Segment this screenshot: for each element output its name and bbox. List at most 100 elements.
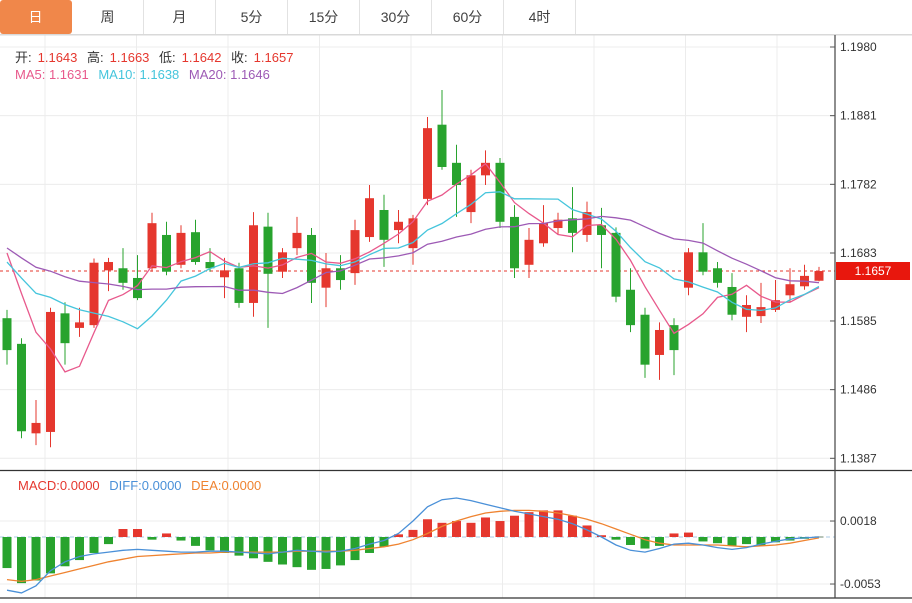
macd-bar[interactable] (611, 537, 621, 540)
macd-bar[interactable] (727, 537, 737, 546)
candle-up[interactable] (75, 322, 84, 328)
macd-bar[interactable] (46, 537, 55, 574)
macd-bar[interactable] (756, 537, 766, 546)
macd-bar[interactable] (162, 533, 171, 537)
macd-bar[interactable] (597, 535, 606, 537)
macd-bar[interactable] (292, 537, 302, 568)
macd-bar[interactable] (684, 532, 693, 537)
candle-up[interactable] (423, 128, 432, 199)
candle-up[interactable] (31, 422, 41, 434)
tab-day[interactable]: 日 (0, 0, 72, 34)
candle-down[interactable] (336, 268, 345, 281)
candle-up[interactable] (365, 198, 374, 238)
candle-down[interactable] (626, 289, 635, 326)
macd-bar[interactable] (481, 517, 490, 537)
candle-up[interactable] (408, 218, 418, 249)
candle-up[interactable] (89, 262, 99, 326)
candle-up[interactable] (350, 230, 360, 274)
candle-down[interactable] (162, 234, 171, 272)
macd-bar[interactable] (713, 537, 722, 544)
macd-bar[interactable] (147, 537, 157, 540)
candle-up[interactable] (756, 307, 766, 317)
macd-bar[interactable] (524, 512, 534, 537)
macd-bar[interactable] (321, 537, 331, 569)
macd-bar[interactable] (60, 537, 70, 567)
macd-bar[interactable] (640, 537, 650, 549)
candle-up[interactable] (785, 284, 795, 296)
macd-bar[interactable] (75, 537, 84, 561)
candle-up[interactable] (684, 252, 693, 288)
macd-bar[interactable] (205, 537, 215, 551)
candle-down[interactable] (191, 232, 200, 263)
tab-60min[interactable]: 60分 (432, 0, 504, 34)
macd-bar[interactable] (568, 515, 577, 537)
macd-bar[interactable] (365, 537, 374, 553)
candle-up[interactable] (582, 212, 592, 235)
candle-down[interactable] (234, 268, 244, 303)
tab-week[interactable]: 周 (72, 0, 144, 34)
candle-up[interactable] (655, 329, 664, 355)
macd-bar[interactable] (452, 521, 461, 537)
candle-down[interactable] (379, 209, 389, 240)
candle-up[interactable] (292, 232, 302, 249)
candle-down[interactable] (17, 343, 26, 432)
macd-bar[interactable] (263, 537, 273, 562)
candle-down[interactable] (597, 225, 606, 235)
candle-down[interactable] (133, 277, 142, 299)
candle-down[interactable] (205, 262, 215, 269)
macd-bar[interactable] (510, 515, 519, 537)
macd-bar[interactable] (133, 529, 142, 537)
macd-bar[interactable] (582, 525, 592, 537)
candle-up[interactable] (176, 232, 186, 265)
macd-bar[interactable] (495, 521, 505, 537)
macd-bar[interactable] (31, 537, 41, 581)
candle-down[interactable] (263, 226, 273, 274)
candle-down[interactable] (437, 124, 447, 167)
macd-bar[interactable] (742, 537, 751, 545)
macd-bar[interactable] (408, 529, 418, 537)
macd-bar[interactable] (307, 537, 316, 570)
tab-month[interactable]: 月 (144, 0, 216, 34)
candle-up[interactable] (466, 175, 476, 213)
candle-down[interactable] (568, 218, 577, 233)
candle-up[interactable] (46, 311, 55, 432)
macd-bar[interactable] (626, 537, 635, 545)
macd-bar[interactable] (437, 522, 447, 537)
candle-down[interactable] (510, 216, 519, 269)
candle-down[interactable] (713, 268, 722, 283)
candle-up[interactable] (394, 221, 403, 231)
macd-bar[interactable] (2, 537, 12, 569)
candle-down[interactable] (307, 234, 316, 283)
macd-bar[interactable] (423, 519, 432, 537)
macd-bar[interactable] (466, 522, 476, 537)
macd-bar[interactable] (655, 537, 664, 546)
macd-bar[interactable] (104, 537, 113, 545)
candle-up[interactable] (321, 268, 331, 288)
candle-up[interactable] (539, 223, 548, 244)
macd-bar[interactable] (394, 534, 403, 537)
macd-bar[interactable] (176, 537, 186, 541)
macd-bar[interactable] (118, 529, 128, 537)
macd-bar[interactable] (539, 510, 548, 537)
candle-up[interactable] (481, 162, 490, 176)
macd-bar[interactable] (698, 537, 708, 542)
macd-bar[interactable] (669, 533, 679, 537)
tab-15min[interactable]: 15分 (288, 0, 360, 34)
candle-down[interactable] (669, 325, 679, 351)
candle-up[interactable] (742, 305, 751, 317)
candle-down[interactable] (60, 313, 70, 344)
tab-5min[interactable]: 5分 (216, 0, 288, 34)
macd-bar[interactable] (191, 537, 200, 546)
candle-up[interactable] (553, 219, 563, 229)
candle-up[interactable] (771, 300, 780, 310)
candle-up[interactable] (278, 252, 287, 272)
macd-bar[interactable] (234, 537, 244, 556)
candle-down[interactable] (452, 162, 461, 186)
candle-down[interactable] (640, 314, 650, 365)
candle-up[interactable] (147, 223, 157, 269)
macd-bar[interactable] (249, 537, 258, 559)
candle-up[interactable] (814, 271, 824, 281)
tab-4hour[interactable]: 4时 (504, 0, 576, 34)
candle-down[interactable] (2, 318, 12, 351)
